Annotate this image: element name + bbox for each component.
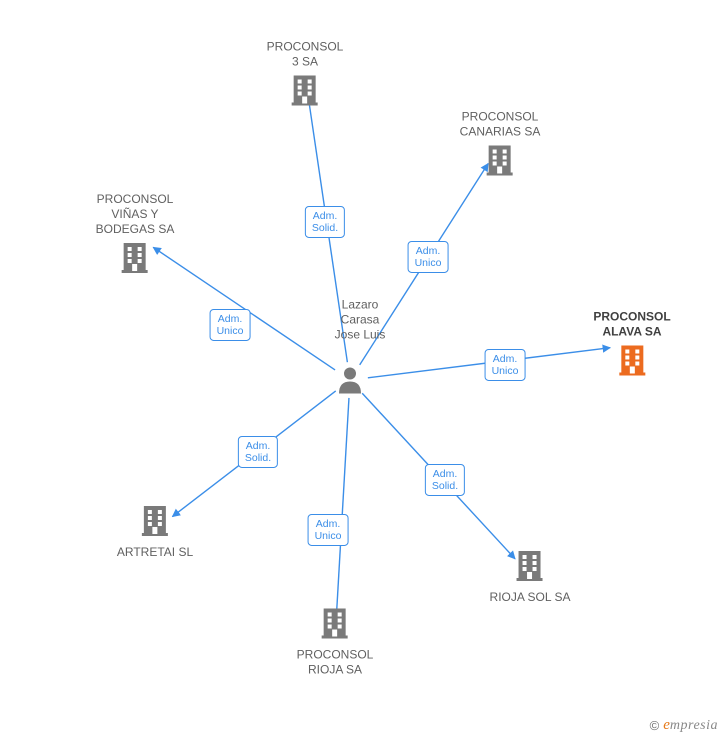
center-node[interactable]	[337, 362, 363, 399]
building-icon	[267, 74, 344, 111]
edge-badge: Adm. Solid.	[238, 436, 278, 468]
edge-badge: Adm. Unico	[210, 309, 251, 341]
company-node-vinas[interactable]: PROCONSOL VIÑAS Y BODEGAS SA	[96, 192, 175, 278]
company-label: RIOJA SOL SA	[490, 590, 571, 605]
brand-rest: mpresia	[670, 718, 718, 733]
brand-e: e	[663, 717, 670, 733]
building-icon	[96, 241, 175, 278]
edge-badge: Adm. Solid.	[305, 206, 345, 238]
company-label: PROCONSOL ALAVA SA	[593, 310, 670, 340]
company-label: PROCONSOL VIÑAS Y BODEGAS SA	[96, 192, 175, 237]
diagram-canvas: Lazaro Carasa Jose Luis PROCONSOL 3 SA P…	[0, 0, 728, 740]
edge-line	[336, 398, 349, 618]
company-label: PROCONSOL RIOJA SA	[297, 648, 374, 678]
edge-badge: Adm. Unico	[485, 349, 526, 381]
company-node-riojasol[interactable]: RIOJA SOL SA	[490, 545, 571, 605]
company-node-artretai[interactable]: ARTRETAI SL	[117, 500, 193, 560]
building-icon	[320, 607, 350, 644]
company-node-proconsol3[interactable]: PROCONSOL 3 SA	[267, 40, 344, 111]
building-icon	[593, 344, 670, 381]
edge-badge: Adm. Unico	[308, 514, 349, 546]
edge-badge: Adm. Solid.	[425, 464, 465, 496]
center-node-label: Lazaro Carasa Jose Luis	[335, 298, 386, 343]
person-icon	[337, 366, 363, 399]
edge-badge: Adm. Unico	[408, 241, 449, 273]
building-icon	[460, 144, 541, 181]
building-icon	[140, 504, 170, 541]
footer: © empresia	[650, 717, 718, 734]
company-node-proconsolrioja[interactable]: PROCONSOL RIOJA SA	[297, 603, 374, 678]
company-label: ARTRETAI SL	[117, 545, 193, 560]
brand-logo: empresia	[663, 717, 718, 734]
company-label: PROCONSOL CANARIAS SA	[460, 110, 541, 140]
company-label: PROCONSOL 3 SA	[267, 40, 344, 70]
copyright-symbol: ©	[650, 718, 660, 733]
company-node-alava[interactable]: PROCONSOL ALAVA SA	[593, 310, 670, 381]
building-icon	[515, 549, 545, 586]
center-label-text: Lazaro Carasa Jose Luis	[335, 298, 386, 343]
company-node-canarias[interactable]: PROCONSOL CANARIAS SA	[460, 110, 541, 181]
